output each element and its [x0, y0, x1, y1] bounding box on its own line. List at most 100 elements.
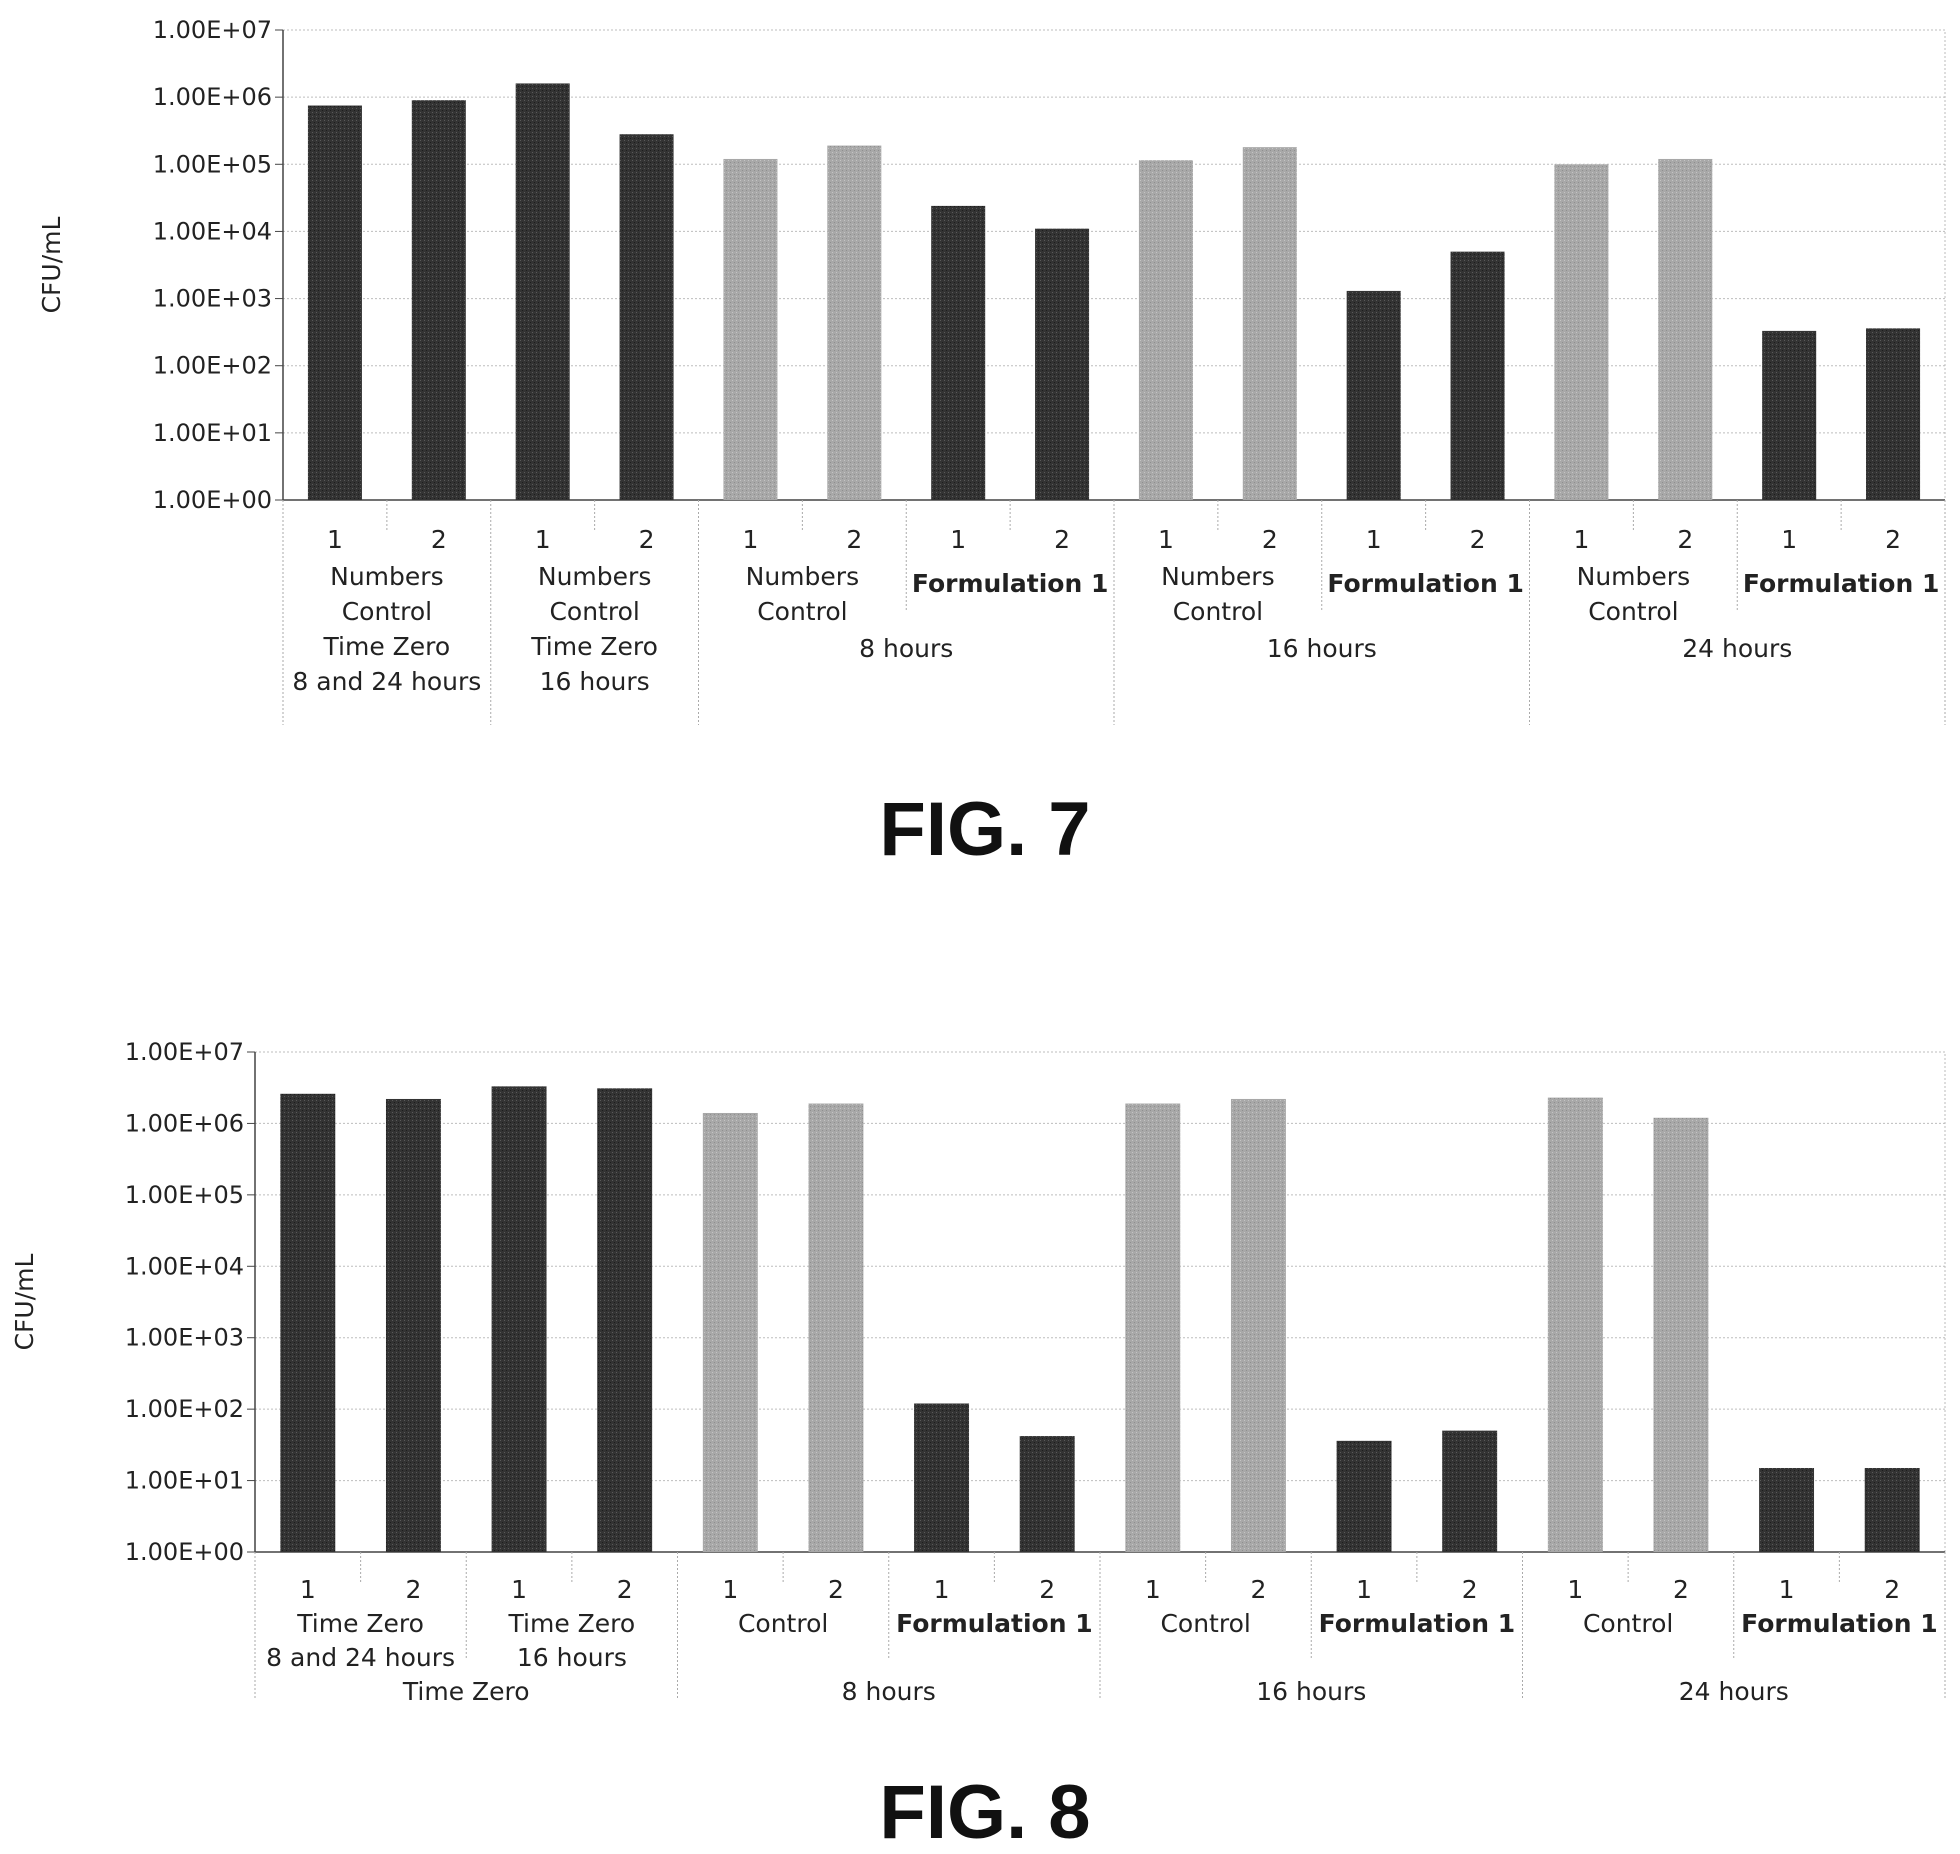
fig7-group-label: Time Zero — [530, 632, 658, 661]
fig7-y-tick-label: 1.00E+04 — [153, 217, 272, 245]
fig8-bar-number-label: 2 — [828, 1575, 844, 1604]
fig8-y-tick-label: 1.00E+04 — [125, 1252, 244, 1280]
fig7-y-tick-label: 1.00E+03 — [153, 285, 272, 313]
fig7-caption: FIG. 7 — [879, 787, 1090, 872]
fig8-group-label: Time Zero — [296, 1609, 424, 1638]
fig7-time-group-label: 24 hours — [1682, 634, 1792, 663]
fig8-y-tick-label: 1.00E+02 — [125, 1395, 244, 1423]
fig7-y-axis-title: CFU/mL — [37, 217, 66, 314]
fig8-bar — [914, 1403, 970, 1552]
fig8-bar — [385, 1098, 441, 1552]
fig7-bar-number-label: 1 — [327, 525, 343, 554]
fig7-group-label: Numbers — [330, 562, 443, 591]
fig8-bar — [1125, 1103, 1181, 1552]
fig8-bar-number-label: 1 — [1145, 1575, 1161, 1604]
fig7-group-label: Control — [342, 597, 432, 626]
fig7-time-group-label: 16 hours — [1267, 634, 1377, 663]
fig8-y-tick-label: 1.00E+06 — [125, 1109, 244, 1137]
fig8-bar-number-label: 2 — [1884, 1575, 1900, 1604]
fig7-bar-number-label: 1 — [1781, 525, 1797, 554]
fig8-bar — [808, 1103, 864, 1552]
fig7-chart: 1.00E+00 1.00E+01 1.00E+02 1.00E+03 1.00E+04… — [37, 16, 1946, 725]
fig8-bar — [1653, 1117, 1709, 1552]
fig8-bar-number-label: 1 — [511, 1575, 527, 1604]
fig8-bar-number-label: 2 — [1039, 1575, 1055, 1604]
fig7-bar-number-label: 1 — [1573, 525, 1589, 554]
fig7-y-tick-label: 1.00E+02 — [153, 352, 272, 380]
fig7-bar — [1554, 164, 1609, 501]
fig8-bar-number-label: 1 — [300, 1575, 316, 1604]
fig8-y-tick-label: 1.00E+01 — [125, 1467, 244, 1495]
fig7-bar-number-label: 2 — [846, 525, 862, 554]
fig7-bar — [515, 83, 570, 501]
fig7-y-tick-label: 1.00E+05 — [153, 150, 272, 178]
fig8-group-label: Formulation 1 — [1319, 1609, 1515, 1638]
fig8-time-group-label: Time Zero — [402, 1677, 530, 1706]
fig7-bar — [1346, 290, 1401, 500]
fig8-bar — [1864, 1467, 1920, 1552]
fig7-bar-number-label: 1 — [535, 525, 551, 554]
fig7-bar — [1035, 228, 1090, 500]
fig8-bar-number-label: 2 — [1250, 1575, 1266, 1604]
fig7-bar — [827, 145, 882, 500]
fig8-bar — [1547, 1097, 1603, 1552]
fig8-time-group-label: 16 hours — [1256, 1677, 1366, 1706]
fig7-group-label: Control — [1173, 597, 1263, 626]
fig7-group-label: Numbers — [746, 562, 859, 591]
fig7-time-group-label: 8 hours — [859, 634, 953, 663]
fig8-bar-number-label: 1 — [722, 1575, 738, 1604]
fig7-group-label: 16 hours — [540, 667, 650, 696]
fig8-bar — [1442, 1430, 1498, 1552]
fig8-group-label: Formulation 1 — [896, 1609, 1092, 1638]
fig8-bar-number-label: 2 — [1673, 1575, 1689, 1604]
fig8-group-label: Control — [1160, 1609, 1250, 1638]
fig8-bar — [597, 1088, 653, 1552]
fig8-bar-number-label: 2 — [617, 1575, 633, 1604]
fig7-group-label: Numbers — [538, 562, 651, 591]
fig7-y-tick-label: 1.00E+07 — [153, 16, 272, 44]
fig7-bar — [1138, 160, 1193, 501]
fig7-bar-number-label: 1 — [1366, 525, 1382, 554]
fig7-group-label: Numbers — [1161, 562, 1274, 591]
fig8-time-group-label: 24 hours — [1679, 1677, 1789, 1706]
fig8-bar — [1759, 1467, 1815, 1552]
fig7-bar — [1658, 158, 1713, 501]
fig8-y-tick-label: 1.00E+00 — [125, 1538, 244, 1566]
fig7-group-label: 8 and 24 hours — [292, 667, 481, 696]
fig8-bar — [1230, 1098, 1286, 1552]
fig7-bar — [931, 205, 986, 501]
fig7-group-label: Numbers — [1577, 562, 1690, 591]
fig8-y-tick-label: 1.00E+03 — [125, 1324, 244, 1352]
fig8-bar — [280, 1093, 336, 1552]
fig7-bar-number-label: 1 — [1158, 525, 1174, 554]
fig7-bar — [1866, 328, 1921, 500]
fig8-bar — [1336, 1440, 1392, 1552]
fig8-group-label: Control — [738, 1609, 828, 1638]
fig8-y-axis-title: CFU/mL — [10, 1254, 39, 1351]
fig8-group-label: Formulation 1 — [1741, 1609, 1937, 1638]
fig7-bar-number-label: 2 — [1885, 525, 1901, 554]
fig7-bar — [1762, 330, 1817, 500]
fig7-bar-number-label: 2 — [1677, 525, 1693, 554]
fig8-group-label: Time Zero — [508, 1609, 636, 1638]
fig8-group-label: 8 and 24 hours — [266, 1643, 455, 1672]
fig7-y-tick-label: 1.00E+00 — [153, 486, 272, 514]
fig8-bar-number-label: 1 — [1356, 1575, 1372, 1604]
fig7-bar — [1450, 251, 1505, 500]
fig7-bar-number-label: 2 — [639, 525, 655, 554]
fig7-bar — [1242, 147, 1297, 500]
fig7-bar-number-label: 1 — [742, 525, 758, 554]
fig8-bar-number-label: 2 — [405, 1575, 421, 1604]
fig7-group-label: Formulation 1 — [912, 569, 1108, 598]
fig8-y-tick-label: 1.00E+07 — [125, 1038, 244, 1066]
fig8-time-group-label: 8 hours — [842, 1677, 936, 1706]
fig7-group-label: Control — [549, 597, 639, 626]
fig8-bar — [491, 1086, 547, 1552]
fig7-y-tick-label: 1.00E+01 — [153, 419, 272, 447]
fig8-bar — [1019, 1436, 1075, 1552]
fig8-group-label: Control — [1583, 1609, 1673, 1638]
fig7-group-label: Time Zero — [323, 632, 451, 661]
fig8-bar — [702, 1112, 758, 1552]
fig8-bar-number-label: 1 — [934, 1575, 950, 1604]
